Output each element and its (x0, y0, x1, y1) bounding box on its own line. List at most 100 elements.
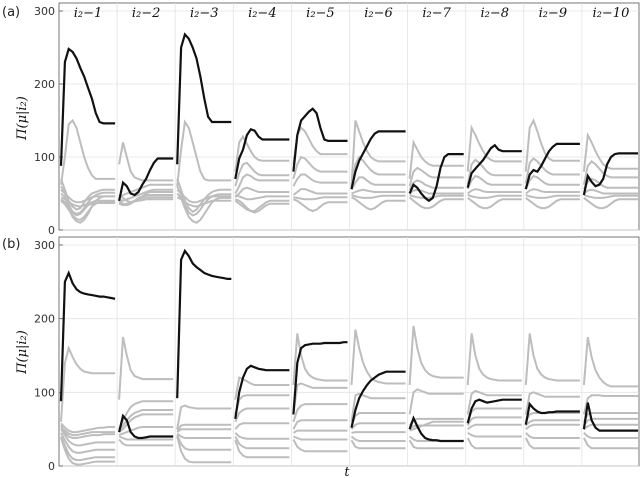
gray-series-line (234, 376, 290, 400)
gray-series-line (525, 188, 580, 195)
gray-series-line (234, 194, 290, 201)
gray-series-line (293, 196, 348, 201)
gray-series-line (292, 188, 348, 196)
gray-series-line (176, 423, 232, 432)
gray-series-line (583, 432, 638, 439)
gray-series-line (118, 198, 174, 207)
subpanel-title: i₂−6 (364, 6, 393, 21)
gray-series-line (524, 333, 580, 386)
highlight-series-line (350, 130, 406, 190)
gray-series-line (292, 126, 348, 165)
gray-series-line (234, 432, 290, 440)
gray-series-line (525, 194, 580, 199)
gray-series-line (466, 389, 522, 415)
gray-series-line (583, 188, 638, 195)
gray-series-line (176, 189, 232, 204)
y-tick-label: 100 (34, 151, 55, 164)
subpanel-title: i₂−1 (74, 6, 103, 21)
gray-series-line (176, 436, 232, 464)
gray-series-line (466, 416, 522, 427)
gray-series-line (60, 436, 116, 462)
gray-series-line (466, 333, 522, 386)
panel-a: 0 100 200 300 i₂−1 i₂−2 i₂−3 i₂−4 i₂−5 i₂−6 i₂−7 i₂… (34, 2, 640, 237)
gray-series-line (293, 435, 348, 441)
highlight-series-line (292, 107, 348, 172)
gray-series-line (408, 325, 464, 386)
gray-series-line (409, 194, 464, 199)
gray-series-line (583, 194, 638, 199)
gray-series-line (60, 426, 116, 437)
gray-series-line (350, 329, 406, 386)
highlight-series-line (118, 413, 174, 440)
subpanel-title: i₂−8 (480, 6, 509, 21)
y-axis-label-a: Π(μ|i₂) (15, 96, 30, 141)
gray-series-line (60, 428, 116, 447)
gray-series-line (351, 431, 406, 434)
gray-series-line (583, 437, 638, 450)
gray-series-line (60, 437, 116, 466)
gray-series-line (292, 333, 348, 386)
y-tick-label: 300 (34, 239, 55, 252)
panel-label-a: (a) (2, 5, 20, 20)
gray-series-line (409, 188, 464, 195)
gray-series-line (466, 158, 522, 185)
gray-series-line (467, 194, 522, 199)
highlight-series-line (408, 415, 464, 443)
gray-series-line (583, 423, 638, 430)
gray-series-line (582, 394, 638, 415)
gray-series-line (118, 435, 174, 441)
y-axis-label-b: Π(μ|i₂) (15, 330, 30, 375)
gray-series-line (118, 438, 174, 447)
gray-series-line (234, 198, 290, 214)
gray-series-line (234, 394, 290, 415)
gray-series-line (408, 196, 464, 210)
gray-series-line (467, 423, 522, 430)
gray-series-line (292, 419, 348, 430)
gray-series-line (292, 429, 348, 434)
gray-series-line (524, 391, 580, 415)
gray-series-line (351, 194, 406, 199)
y-tick-label: 300 (34, 5, 55, 18)
gray-series-line (408, 166, 464, 187)
gray-series-line (351, 196, 406, 211)
gray-series-line (234, 161, 290, 187)
gray-series-line (408, 424, 464, 430)
gray-series-line (525, 432, 580, 439)
gray-series-line (583, 417, 638, 427)
gray-series-line (176, 428, 232, 433)
gray-series-line (234, 199, 290, 212)
gray-series-line (466, 407, 522, 423)
gray-series-line (60, 425, 116, 439)
gray-series-line (408, 439, 464, 450)
highlight-series-line (524, 401, 580, 425)
gray-series-line (293, 198, 348, 213)
gray-series-line (466, 174, 522, 190)
gray-series-line (525, 423, 580, 430)
gray-series-line (408, 139, 464, 180)
gray-series-line (350, 439, 406, 450)
gray-series-line (118, 426, 174, 437)
gray-series-line (60, 196, 116, 208)
highlight-series-line (582, 152, 638, 196)
gray-series-line (467, 197, 522, 210)
subpanel-title: i₂−4 (248, 6, 277, 21)
gray-series-line (582, 131, 638, 172)
gray-series-line (408, 417, 464, 427)
highlight-series-line (292, 341, 348, 415)
gray-series-line (176, 119, 232, 187)
y-tick-label: 0 (48, 460, 55, 473)
gray-series-line (118, 400, 174, 430)
y-tick-label: 200 (34, 313, 55, 326)
gray-series-line (234, 439, 290, 459)
highlight-series-line (234, 127, 290, 180)
gray-series-line (466, 437, 522, 450)
gray-series-line (60, 189, 116, 204)
gray-series-line (408, 388, 464, 415)
highlight-series-line (234, 364, 290, 420)
gray-series-line (351, 188, 406, 195)
gray-series-line (60, 432, 116, 454)
gray-series-line (466, 124, 522, 172)
gray-series-line (467, 188, 522, 195)
gray-series-line (60, 422, 116, 434)
